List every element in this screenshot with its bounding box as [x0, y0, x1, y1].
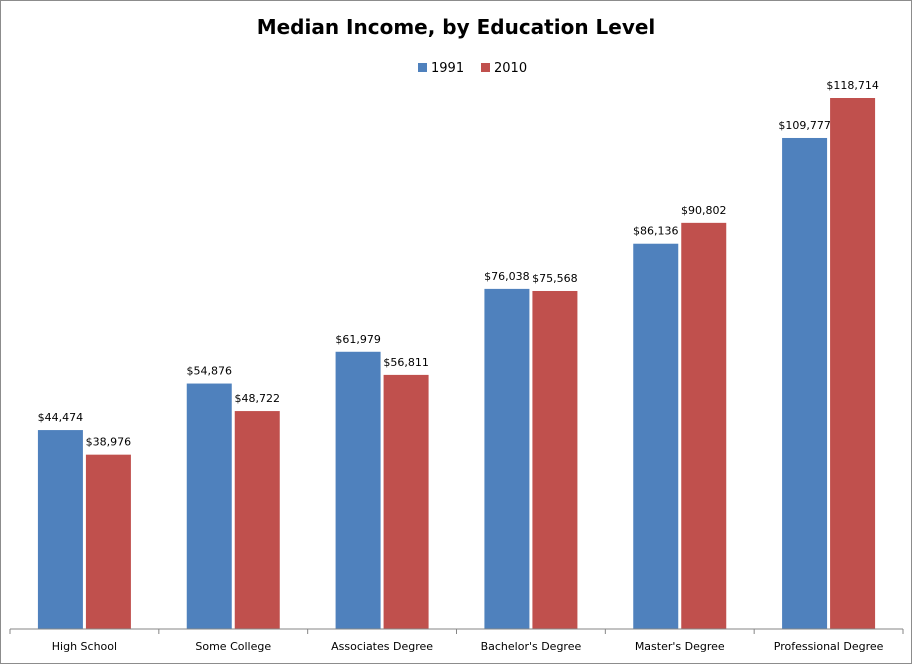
value-label-associates-degree-1991: $61,979: [335, 333, 381, 346]
category-label-professional-degree: Professional Degree: [774, 640, 884, 653]
value-label-bachelor-s-degree-2010: $75,568: [532, 272, 578, 285]
value-label-professional-degree-2010: $118,714: [826, 79, 879, 92]
bar-master-s-degree-1991: [633, 243, 679, 629]
value-label-high-school-1991: $44,474: [38, 411, 84, 424]
legend-label-1991: 1991: [431, 61, 464, 76]
value-label-professional-degree-1991: $109,777: [778, 119, 831, 132]
legend: 1991 2010: [418, 61, 527, 76]
category-label-associates-degree: Associates Degree: [331, 640, 433, 653]
bar-high-school-1991: [37, 430, 83, 629]
bar-high-school-2010: [85, 454, 131, 629]
legend-swatch-1991: [418, 63, 427, 72]
value-label-associates-degree-2010: $56,811: [383, 356, 429, 369]
bars: [37, 98, 876, 630]
category-label-high-school: High School: [52, 640, 117, 653]
value-label-high-school-2010: $38,976: [86, 436, 132, 449]
value-label-bachelor-s-degree-1991: $76,038: [484, 270, 530, 283]
bar-bachelor-s-degree-1991: [484, 288, 530, 629]
category-label-bachelor-s-degree: Bachelor's Degree: [481, 640, 582, 653]
category-labels: High School Some College Associates Degree…: [52, 640, 884, 653]
bar-associates-degree-2010: [383, 374, 429, 629]
category-label-some-college: Some College: [195, 640, 271, 653]
legend-swatch-2010: [481, 63, 490, 72]
category-label-master-s-degree: Master's Degree: [635, 640, 725, 653]
value-label-master-s-degree-2010: $90,802: [681, 204, 727, 217]
value-label-some-college-1991: $54,876: [187, 365, 233, 378]
chart-title: Median Income, by Education Level: [257, 15, 656, 39]
bar-bachelor-s-degree-2010: [532, 290, 578, 629]
bar-associates-degree-1991: [335, 351, 381, 629]
x-axis-ticks: [9, 629, 904, 634]
value-label-some-college-2010: $48,722: [235, 392, 281, 405]
value-label-master-s-degree-1991: $86,136: [633, 225, 679, 238]
bar-master-s-degree-2010: [681, 222, 727, 629]
bar-some-college-2010: [234, 411, 280, 629]
bar-professional-degree-2010: [830, 98, 876, 629]
bar-professional-degree-1991: [782, 137, 828, 630]
value-labels: $44,474$38,976 $54,876 $48,722 $61,979$56,8…: [38, 79, 879, 449]
bar-some-college-1991: [186, 383, 232, 629]
legend-label-2010: 2010: [494, 61, 527, 76]
